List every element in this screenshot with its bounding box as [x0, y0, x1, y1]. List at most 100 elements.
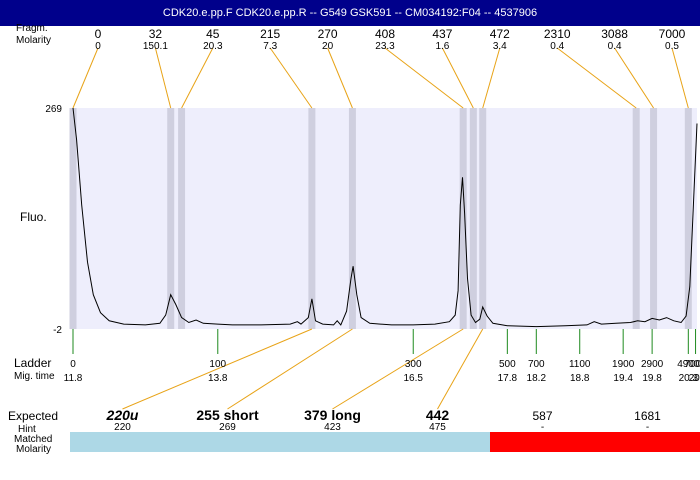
match-cell [385, 432, 490, 452]
peak-size-label: 45 [206, 27, 220, 41]
hint-value: 475 [429, 422, 446, 433]
peak-band [479, 108, 487, 329]
ladder-size-label: 700 [528, 359, 545, 370]
matched-row-label: Matched [14, 434, 53, 445]
fragment-size-row-label: Fragm. [16, 23, 48, 34]
peak-size-label: 0 [95, 27, 102, 41]
peak-molarity-label: 0 [95, 41, 101, 52]
peak-connector [269, 47, 313, 109]
expected-row-label: Expected [8, 409, 59, 423]
ladder-time-label: 13.8 [208, 373, 228, 384]
peak-molarity-label: 20 [322, 41, 334, 52]
ladder-time-label: 19.8 [642, 373, 662, 384]
peak-connector [556, 47, 637, 109]
ladder-time-label: 18.2 [527, 373, 547, 384]
peak-molarity-label: 3.4 [493, 41, 507, 52]
plot-area [73, 108, 697, 329]
peak-band [632, 108, 640, 329]
hint-value: - [646, 422, 649, 433]
y-tick-label-min: -2 [53, 325, 62, 336]
match-cell [175, 432, 280, 452]
title-bar: CDK20.e.pp.F CDK20.e.pp.R -- G549 GSK591… [0, 0, 700, 26]
expected-label: 587 [532, 409, 552, 423]
ladder-row-label: Ladder [14, 356, 52, 370]
peak-size-label: 2310 [544, 27, 571, 41]
ladder-size-label: 1100 [569, 359, 591, 370]
expected-label: 379 long [304, 407, 361, 423]
peak-size-label: 7000 [659, 27, 686, 41]
expected-connector [332, 328, 464, 410]
match-cell [280, 432, 385, 452]
y-axis-label: Fluo. [20, 210, 47, 224]
peak-molarity-label: 23.3 [375, 41, 395, 52]
expected-label: 255 short [196, 407, 259, 423]
peak-size-label: 215 [260, 27, 280, 41]
expected-connector [227, 328, 353, 410]
peak-size-label: 408 [375, 27, 395, 41]
peak-connector [181, 47, 214, 109]
peak-connector [441, 47, 474, 109]
peak-size-label: 437 [432, 27, 452, 41]
ladder-size-label: 1900 [612, 359, 635, 370]
peak-band [69, 108, 77, 329]
peak-band [308, 108, 316, 329]
hint-value: - [541, 422, 544, 433]
peak-connector [671, 47, 689, 109]
peak-connector [614, 47, 654, 109]
peak-molarity-label: 0.4 [550, 41, 564, 52]
ladder-size-label: 500 [499, 359, 516, 370]
molarity-result-row-label: Molarity [16, 444, 52, 455]
peak-molarity-label: 150.1 [143, 41, 168, 52]
ladder-size-label: 0 [70, 359, 76, 370]
peak-molarity-label: 0.5 [665, 41, 679, 52]
peak-size-label: 270 [318, 27, 338, 41]
ladder-time-label: 16.5 [403, 373, 423, 384]
peak-band [178, 108, 186, 329]
peak-size-label: 32 [149, 27, 163, 41]
peak-molarity-label: 7.3 [263, 41, 277, 52]
fluorescence-trace [72, 107, 698, 328]
ladder-time-label: 18.8 [570, 373, 590, 384]
match-cell [490, 432, 595, 452]
ladder-time-label: 20. [689, 373, 700, 384]
peak-molarity-label: 20.3 [203, 41, 223, 52]
hint-row-label: Hint [18, 424, 36, 435]
expected-label: 442 [426, 407, 450, 423]
ladder-time-label: 11.8 [64, 373, 83, 384]
expected-connector [437, 328, 484, 410]
peak-molarity-label: 1.6 [435, 41, 449, 52]
expected-label: 220u [106, 407, 139, 423]
peak-band [650, 108, 658, 329]
ladder-size-label: 2900 [641, 359, 664, 370]
expected-connector [122, 328, 313, 410]
peak-band [348, 108, 356, 329]
peak-band [459, 108, 467, 329]
match-cell [595, 432, 700, 452]
peak-size-label: 472 [490, 27, 510, 41]
hint-value: 423 [324, 422, 341, 433]
hint-value: 269 [219, 422, 236, 433]
molarity-row-label: Molarity [16, 35, 52, 46]
hint-value: 220 [114, 422, 131, 433]
peak-connector [482, 47, 501, 109]
peak-band [684, 108, 692, 329]
peak-connector [327, 47, 353, 109]
ladder-time-label: 19.4 [613, 373, 633, 384]
peak-connector [384, 47, 464, 109]
ladder-size-label: 300 [405, 359, 422, 370]
peak-band [167, 108, 175, 329]
ladder-size-label: 7000 [684, 359, 700, 370]
peak-size-label: 3088 [601, 27, 628, 41]
ladder-size-label: 4900 [677, 359, 700, 370]
match-cell [70, 432, 175, 452]
ladder-size-label: 100 [209, 359, 226, 370]
y-tick-label-max: 269 [45, 104, 62, 115]
ladder-time-label: 17.8 [498, 373, 518, 384]
peak-connector [72, 47, 99, 109]
expected-label: 1681 [634, 409, 661, 423]
peak-band [469, 108, 477, 329]
peak-molarity-label: 0.4 [608, 41, 622, 52]
peak-connector [154, 47, 172, 109]
mig-time-row-label: Mig. time [14, 371, 55, 382]
